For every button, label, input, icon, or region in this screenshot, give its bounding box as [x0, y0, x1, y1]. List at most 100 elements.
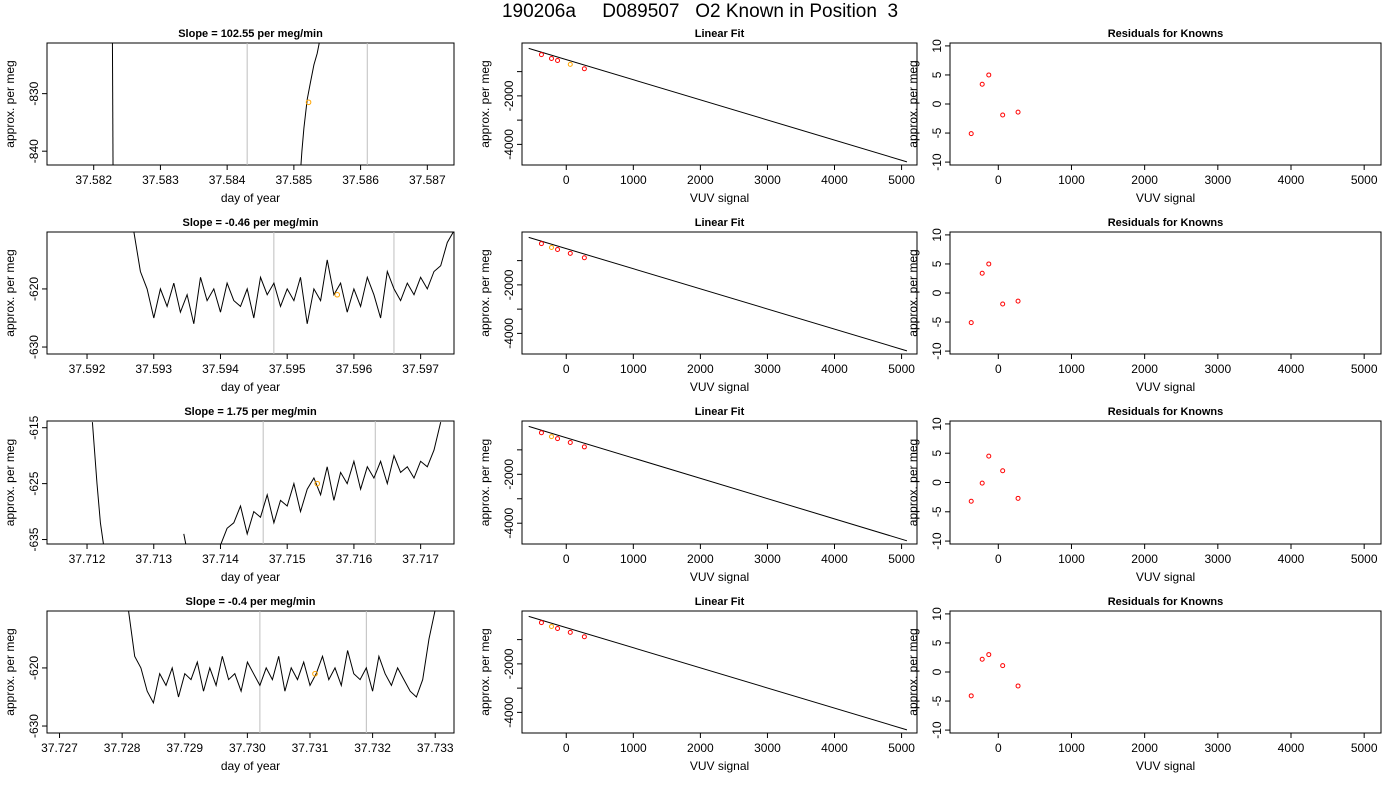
y-axis-label: approx. per meg	[478, 60, 492, 147]
x-tick-label: 3000	[1204, 741, 1231, 755]
x-tick-label: 0	[563, 173, 570, 187]
x-axis-label: VUV signal	[1136, 380, 1195, 394]
signal-trace	[300, 43, 320, 165]
x-tick-label: 3000	[754, 173, 781, 187]
y-tick-label: -2000	[502, 648, 516, 679]
y-tick-label: -10	[930, 532, 944, 550]
x-tick-label: 2000	[687, 362, 714, 376]
y-tick-label: -5	[930, 316, 944, 327]
x-axis-label: day of year	[221, 380, 280, 394]
known-value-marker	[314, 480, 321, 487]
data-point	[968, 320, 974, 326]
panel-title: Slope = 1.75 per meg/min	[184, 406, 317, 418]
y-tick-label: -830	[27, 81, 41, 105]
data-point	[979, 270, 985, 276]
plot-frame	[521, 420, 918, 545]
known-value-marker	[312, 670, 318, 677]
data-point	[968, 498, 974, 504]
x-tick-label: 3000	[1204, 173, 1231, 187]
x-tick-label: 2000	[1131, 362, 1158, 376]
y-tick-label: -625	[27, 471, 41, 495]
plot-area	[968, 652, 1021, 699]
panel-2-2: Linear Fit 0 1000 2000 3000 4000 5000 -2000 -400…	[478, 217, 918, 394]
data-point	[986, 652, 992, 658]
plot-frame	[46, 42, 455, 166]
x-tick-label: 1000	[620, 552, 647, 566]
data-point	[979, 656, 985, 662]
x-axis-label: VUV signal	[690, 380, 749, 394]
data-point	[986, 453, 992, 459]
signal-trace	[128, 611, 436, 705]
signal-trace	[111, 43, 114, 165]
y-tick-label: -4000	[502, 318, 516, 349]
x-tick-label: 37.584	[209, 173, 246, 187]
panel-title: Linear Fit	[695, 28, 745, 40]
x-tick-label: 0	[995, 741, 1002, 755]
x-tick-label: 37.594	[202, 362, 239, 376]
y-tick-label: -840	[27, 139, 41, 163]
panel-1-2: Slope = -0.46 per meg/min 37.592 37.593 37.…	[3, 217, 455, 394]
x-tick-label: 1000	[620, 741, 647, 755]
figure-title: 190206a D089507 O2 Known in Position 3	[501, 1, 899, 22]
y-tick-label: 5	[930, 71, 944, 78]
x-axis-label: day of year	[221, 570, 280, 584]
y-tick-label: 5	[930, 260, 944, 267]
data-point	[555, 246, 561, 252]
x-tick-label: 2000	[687, 173, 714, 187]
data-point	[581, 634, 587, 640]
y-tick-label: -2000	[502, 80, 516, 111]
x-tick-label: 37.733	[417, 741, 454, 755]
known-value-marker	[305, 99, 312, 106]
known-value-marker	[334, 291, 341, 298]
x-tick-label: 0	[995, 362, 1002, 376]
y-tick-label: -4000	[502, 129, 516, 160]
x-tick-label: 3000	[1204, 552, 1231, 566]
y-axis-label: approx. per meg	[906, 249, 920, 336]
x-tick-label: 3000	[754, 362, 781, 376]
y-axis-label: approx. per meg	[478, 439, 492, 526]
y-tick-label: 10	[930, 417, 944, 431]
x-tick-label: 37.717	[402, 552, 439, 566]
panel-3-2: Residuals for Knowns 0 1000 2000 3000 4000 500…	[906, 217, 1382, 394]
data-point	[968, 131, 974, 137]
y-tick-label: -5	[930, 506, 944, 517]
plot-area	[91, 421, 442, 544]
plot-area	[968, 453, 1021, 504]
plot-frame	[46, 420, 455, 545]
x-tick-label: 5000	[1351, 741, 1378, 755]
data-point	[549, 624, 555, 630]
panel-title: Slope = -0.4 per meg/min	[186, 596, 316, 608]
data-point	[538, 241, 544, 247]
x-tick-label: 37.716	[336, 552, 373, 566]
x-axis-label: VUV signal	[1136, 570, 1195, 584]
data-point	[567, 629, 573, 635]
panel-title: Linear Fit	[695, 596, 745, 608]
data-point	[538, 430, 544, 436]
data-point	[1015, 683, 1021, 689]
data-point	[1000, 301, 1006, 307]
data-point	[1000, 112, 1006, 118]
x-tick-label: 2000	[1131, 173, 1158, 187]
y-tick-label: -2000	[502, 269, 516, 300]
y-tick-label: 0	[930, 479, 944, 486]
y-tick-label: 10	[930, 228, 944, 242]
panel-3-4: Residuals for Knowns 0 1000 2000 3000 4000 500…	[906, 596, 1382, 773]
x-tick-label: 37.713	[135, 552, 172, 566]
panel-2-3: Linear Fit 0 1000 2000 3000 4000 5000 -2000 -400…	[478, 406, 918, 584]
plot-frame	[949, 420, 1382, 545]
y-tick-label: -620	[27, 656, 41, 680]
x-tick-label: 37.729	[166, 741, 203, 755]
data-point	[979, 480, 985, 486]
x-tick-label: 37.714	[202, 552, 239, 566]
fit-line	[528, 615, 908, 731]
plot-area	[528, 47, 908, 163]
x-tick-label: 37.582	[75, 173, 112, 187]
y-tick-label: 5	[930, 639, 944, 646]
x-tick-label: 4000	[821, 173, 848, 187]
data-point	[1015, 495, 1021, 501]
fit-line	[528, 236, 908, 352]
plot-frame	[521, 42, 918, 166]
y-tick-label: -5	[930, 127, 944, 138]
x-tick-label: 0	[563, 552, 570, 566]
